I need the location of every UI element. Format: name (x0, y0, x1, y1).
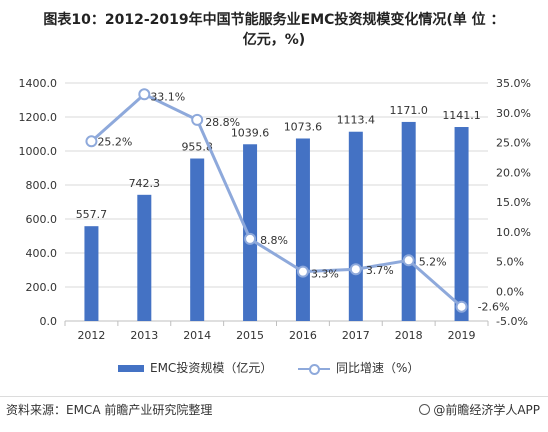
legend-line-swatch (298, 363, 330, 375)
line-point (455, 300, 468, 313)
line-series (85, 88, 468, 313)
x-tick-label: 2018 (395, 329, 423, 342)
bar (401, 121, 416, 322)
chart-title: 图表10：2012-2019年中国节能服务业EMC投资规模变化情况(单 位 ： … (0, 10, 548, 50)
bar (137, 194, 152, 321)
x-tick-label: 2015 (236, 329, 264, 342)
bar (243, 144, 258, 321)
left-tick-label: 1400.0 (19, 77, 58, 90)
brand-credit: @前瞻经济学人APP (419, 400, 540, 420)
left-tick-label: 400.0 (26, 247, 58, 260)
line-point (244, 232, 257, 245)
chart-title-line2: 亿元，%) (242, 32, 306, 48)
line-data-label: 28.8% (205, 116, 240, 129)
right-axis-ticks: -5.0% 0.0% 5.0% 10.0% 15.0% 20.0% 25.0% 30.0% 35… (496, 77, 531, 328)
bar-data-label: 1039.6 (231, 126, 270, 139)
line-point (191, 113, 204, 126)
x-tick-label: 2012 (77, 329, 105, 342)
line-point (349, 263, 362, 276)
left-tick-label: 0.0 (40, 315, 58, 328)
left-tick-label: 1200.0 (19, 111, 58, 124)
x-tick-label: 2013 (130, 329, 158, 342)
bar-data-label: 1073.6 (284, 120, 323, 133)
grid-lines (64, 82, 489, 326)
right-tick-label: 30.0% (496, 107, 531, 120)
line-point (85, 135, 98, 148)
right-tick-label: 0.0% (496, 285, 524, 298)
x-tick-label: 2017 (342, 329, 370, 342)
legend-item-line: 同比增速（%） (298, 359, 419, 377)
line-point (296, 265, 309, 278)
x-tick-label: 2014 (183, 329, 211, 342)
right-tick-label: 25.0% (496, 137, 531, 150)
bar-data-label: 955.8 (181, 141, 213, 154)
right-tick-label: 15.0% (496, 196, 531, 209)
bar (348, 131, 363, 321)
left-axis-ticks: 0.0 200.0 400.0 600.0 800.0 1000.0 1200.0 1400.… (19, 77, 58, 328)
left-tick-label: 800.0 (26, 179, 58, 192)
bar (454, 127, 469, 321)
chart-title-line1: 图表10：2012-2019年中国节能服务业EMC投资规模变化情况(单 位 ： (43, 12, 505, 28)
line-data-label: 33.1% (150, 90, 185, 103)
bar-data-label: 1113.4 (337, 114, 376, 127)
legend-bar-swatch (118, 365, 144, 372)
bar-data-label: 1141.1 (442, 109, 481, 122)
right-tick-label: 5.0% (496, 256, 524, 269)
line-data-label: 25.2% (97, 135, 132, 148)
footer-divider (0, 396, 548, 397)
bar-data-labels: 557.7 742.3 955.8 1039.6 1073.6 1113.4 1171.0 1… (76, 104, 481, 221)
left-tick-label: 200.0 (26, 281, 58, 294)
line-point (402, 254, 415, 267)
brand-credit-text: @前瞻经济学人APP (433, 403, 540, 417)
x-axis-ticks: 2012 2013 2014 2015 2016 2017 2018 2019 (77, 329, 475, 342)
line-data-label: 5.2% (419, 255, 447, 268)
line-data-label: 3.3% (311, 268, 339, 281)
growth-line (90, 92, 463, 308)
legend-line-label: 同比增速（%） (336, 361, 420, 375)
right-tick-label: -5.0% (496, 315, 528, 328)
line-data-label: 8.8% (260, 234, 288, 247)
left-tick-label: 600.0 (26, 213, 58, 226)
bar-data-label: 557.7 (76, 208, 108, 221)
bar-data-label: 742.3 (129, 177, 161, 190)
bar (295, 138, 310, 321)
line-data-label: -2.6% (478, 301, 510, 314)
legend-bar-label: EMC投资规模（亿元） (150, 361, 273, 375)
bar (190, 158, 205, 321)
bar-data-label: 1171.0 (389, 104, 428, 117)
brand-logo-icon (419, 404, 431, 415)
line-point (138, 88, 151, 101)
bar (84, 226, 99, 321)
left-tick-label: 1000.0 (19, 145, 58, 158)
right-tick-label: 35.0% (496, 77, 531, 90)
right-tick-label: 20.0% (496, 166, 531, 179)
legend: EMC投资规模（亿元） 同比增速（%） (0, 359, 548, 377)
right-tick-label: 10.0% (496, 226, 531, 239)
source-note: 资料来源：EMCA 前瞻产业研究院整理 (6, 403, 213, 417)
legend-item-bar: EMC投资规模（亿元） (118, 359, 272, 377)
combo-chart: 557.7 742.3 955.8 1039.6 1073.6 1113.4 1171.0 1… (19, 77, 531, 342)
x-tick-label: 2016 (289, 329, 317, 342)
line-data-label: 3.7% (366, 264, 394, 277)
bar-series (84, 121, 469, 322)
x-tick-label: 2019 (448, 329, 476, 342)
line-data-labels: 25.2% 33.1% 28.8% 8.8% 3.3% 3.7% 5.2% -2.6% (97, 90, 509, 313)
